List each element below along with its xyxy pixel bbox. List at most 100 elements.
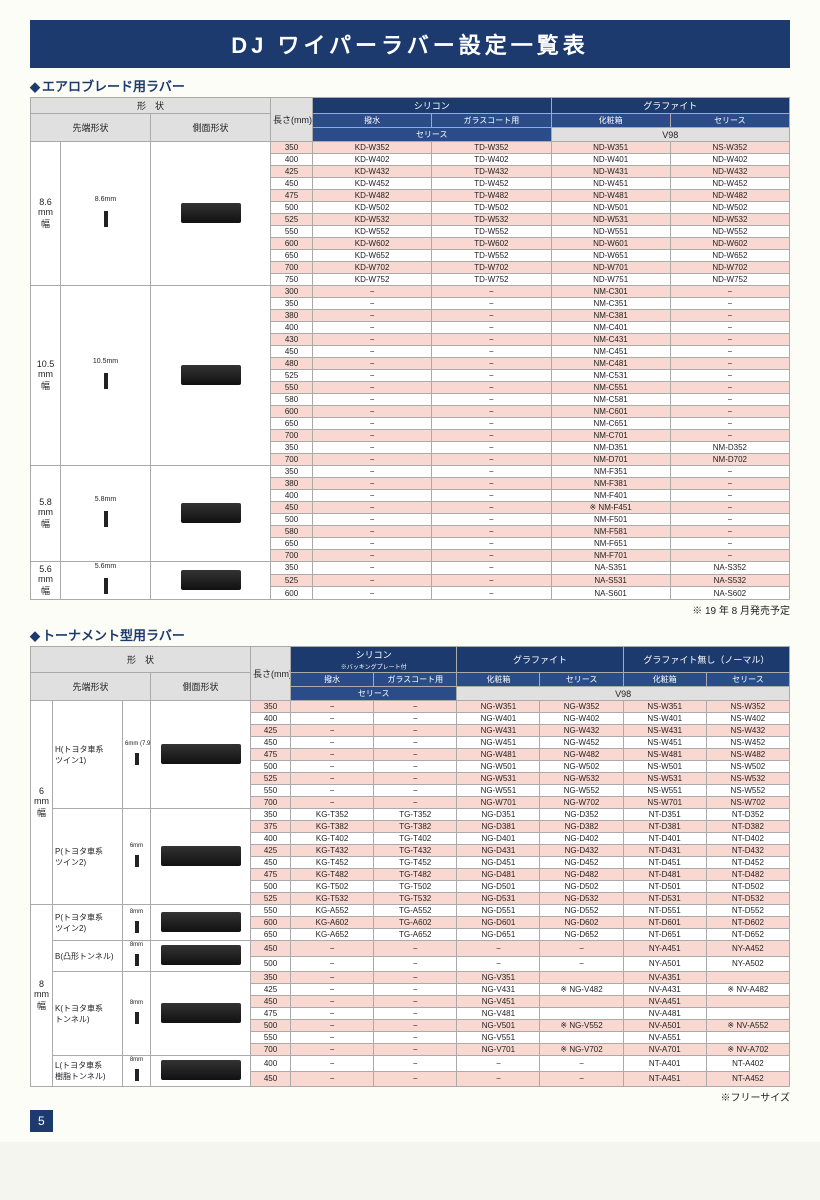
length-cell: 350 bbox=[251, 809, 291, 821]
data-cell: − bbox=[670, 406, 789, 418]
hdr-tip: 先端形状 bbox=[31, 114, 151, 142]
data-cell: − bbox=[291, 984, 374, 996]
data-cell: − bbox=[432, 310, 551, 322]
data-cell: NM-F651 bbox=[551, 538, 670, 550]
data-cell: − bbox=[670, 550, 789, 562]
data-cell: − bbox=[291, 749, 374, 761]
length-cell: 450 bbox=[251, 1071, 291, 1087]
data-cell: − bbox=[313, 526, 432, 538]
data-cell: − bbox=[374, 996, 457, 1008]
data-cell: − bbox=[432, 322, 551, 334]
data-cell: − bbox=[670, 394, 789, 406]
data-cell: − bbox=[670, 526, 789, 538]
data-cell: − bbox=[670, 382, 789, 394]
length-cell: 550 bbox=[251, 1032, 291, 1044]
data-cell: NM-C431 bbox=[551, 334, 670, 346]
data-cell: − bbox=[432, 550, 551, 562]
data-cell bbox=[540, 972, 623, 984]
s2-hdr-series3: セリース bbox=[706, 673, 789, 687]
data-cell: − bbox=[670, 538, 789, 550]
data-cell bbox=[540, 1032, 623, 1044]
data-cell: NG-W401 bbox=[457, 713, 540, 725]
data-cell: − bbox=[374, 956, 457, 972]
length-cell: 450 bbox=[271, 502, 313, 514]
s2-hdr-tip: 先端形状 bbox=[31, 673, 151, 701]
tip-shape: 8mm bbox=[123, 1056, 151, 1087]
data-cell: NG-D382 bbox=[540, 821, 623, 833]
data-cell: − bbox=[291, 761, 374, 773]
length-cell: 300 bbox=[271, 286, 313, 298]
tip-shape: 5.8mm bbox=[61, 466, 151, 562]
data-cell: NS-W352 bbox=[706, 701, 789, 713]
s2-hdr-glass: ガラスコート用 bbox=[374, 673, 457, 687]
data-cell: NT-D601 bbox=[623, 917, 706, 929]
side-shape bbox=[151, 941, 251, 972]
data-cell: KD-W552 bbox=[313, 226, 432, 238]
data-cell: NG-D602 bbox=[540, 917, 623, 929]
data-cell: NG-W452 bbox=[540, 737, 623, 749]
s2-hdr-silicone: シリコン ※バッキングプレート付 bbox=[291, 647, 457, 673]
data-cell: TD-W502 bbox=[432, 202, 551, 214]
length-cell: 350 bbox=[271, 466, 313, 478]
table-row: 8 mm 幅P(トヨタ車系 ツイン2)8mm550KG-A552TG-A552N… bbox=[31, 905, 790, 917]
length-cell: 500 bbox=[251, 1020, 291, 1032]
data-cell: NT-D431 bbox=[623, 845, 706, 857]
data-cell: − bbox=[374, 737, 457, 749]
data-cell: NG-D651 bbox=[457, 929, 540, 941]
data-cell: NT-D401 bbox=[623, 833, 706, 845]
group-name: L(トヨタ車系 樹脂トンネル) bbox=[53, 1056, 123, 1087]
data-cell: NM-C551 bbox=[551, 382, 670, 394]
data-cell: NY-A452 bbox=[706, 941, 789, 957]
data-cell: − bbox=[374, 972, 457, 984]
data-cell: NS-W351 bbox=[623, 701, 706, 713]
data-cell: TD-W532 bbox=[432, 214, 551, 226]
side-shape bbox=[151, 1056, 251, 1087]
length-cell: 475 bbox=[271, 190, 313, 202]
section2-table: 形 状 長さ(mm) シリコン ※バッキングプレート付 グラファイト グラファイ… bbox=[30, 646, 790, 1087]
length-cell: 580 bbox=[271, 394, 313, 406]
data-cell: TD-W452 bbox=[432, 178, 551, 190]
data-cell: − bbox=[540, 956, 623, 972]
data-cell: − bbox=[313, 394, 432, 406]
length-cell: 400 bbox=[271, 154, 313, 166]
data-cell: NT-D551 bbox=[623, 905, 706, 917]
data-cell: − bbox=[291, 713, 374, 725]
data-cell: TG-A602 bbox=[374, 917, 457, 929]
data-cell: ND-W502 bbox=[670, 202, 789, 214]
data-cell: − bbox=[374, 761, 457, 773]
data-cell: − bbox=[670, 490, 789, 502]
data-cell bbox=[540, 996, 623, 1008]
data-cell: − bbox=[432, 502, 551, 514]
data-cell: NV-A351 bbox=[623, 972, 706, 984]
length-cell: 550 bbox=[251, 785, 291, 797]
length-cell: 350 bbox=[271, 298, 313, 310]
data-cell: NG-D432 bbox=[540, 845, 623, 857]
data-cell: − bbox=[291, 1020, 374, 1032]
data-cell: − bbox=[291, 956, 374, 972]
length-cell: 650 bbox=[251, 929, 291, 941]
data-cell: NS-W352 bbox=[670, 142, 789, 154]
data-cell: − bbox=[291, 1071, 374, 1087]
side-shape bbox=[151, 142, 271, 286]
table-row: 6 mm 幅H(トヨタ車系 ツイン1)6mm (7.9mm)350−−NG-W3… bbox=[31, 701, 790, 713]
data-cell: NT-D651 bbox=[623, 929, 706, 941]
data-cell: NT-D452 bbox=[706, 857, 789, 869]
data-cell: ND-W752 bbox=[670, 274, 789, 286]
data-cell: NS-W482 bbox=[706, 749, 789, 761]
page-footer: 5 bbox=[30, 1110, 790, 1132]
length-cell: 700 bbox=[251, 1044, 291, 1056]
length-cell: 350 bbox=[271, 562, 313, 575]
length-cell: 450 bbox=[251, 941, 291, 957]
data-cell: KD-W702 bbox=[313, 262, 432, 274]
data-cell: NA-S352 bbox=[670, 562, 789, 575]
data-cell: NG-W481 bbox=[457, 749, 540, 761]
data-cell: − bbox=[374, 941, 457, 957]
data-cell: NS-W531 bbox=[623, 773, 706, 785]
data-cell: NS-W401 bbox=[623, 713, 706, 725]
data-cell bbox=[706, 972, 789, 984]
data-cell: TD-W602 bbox=[432, 238, 551, 250]
table-row: P(トヨタ車系 ツイン2)6mm350KG-T352TG-T352NG-D351… bbox=[31, 809, 790, 821]
data-cell: − bbox=[374, 1020, 457, 1032]
data-cell: ※ NG-V702 bbox=[540, 1044, 623, 1056]
hdr-repel: 撥水 bbox=[313, 114, 432, 128]
